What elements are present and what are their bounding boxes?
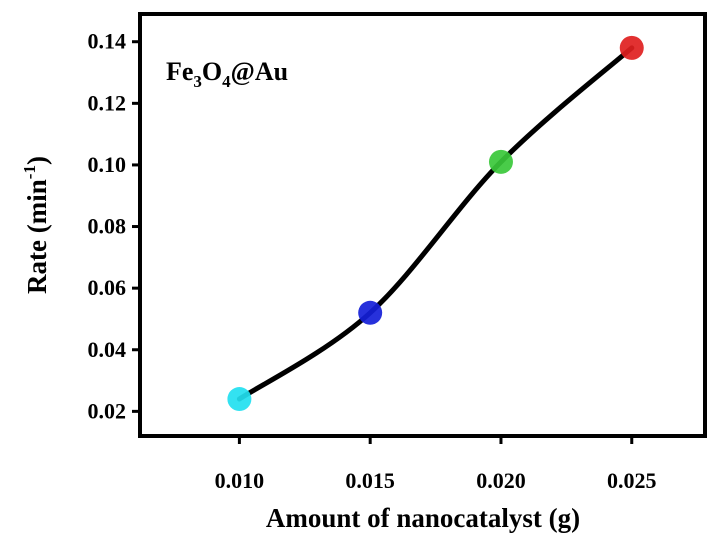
y-axis-ticks: 0.02 0.04 0.06 0.08 0.10 0.12 0.14 [88, 29, 140, 423]
y-tick-label: 0.08 [88, 214, 127, 239]
y-axis-title-close: ) [22, 156, 52, 165]
y-axis-title-sup: -1 [20, 165, 39, 179]
data-point [358, 300, 383, 325]
sample-label-tail: @Au [231, 57, 288, 86]
y-axis-title: Rate (min-1) [20, 156, 52, 294]
x-tick-label: 0.015 [345, 468, 395, 493]
sample-label-mid: O [202, 57, 222, 86]
y-tick-label: 0.06 [88, 275, 127, 300]
sample-label-base: Fe [166, 57, 193, 86]
y-tick-label: 0.04 [88, 337, 127, 362]
data-points [227, 35, 644, 412]
y-axis-title-text: Rate (min [22, 179, 52, 294]
y-tick-label: 0.10 [88, 152, 127, 177]
x-tick-label: 0.025 [607, 468, 657, 493]
y-tick-label: 0.12 [88, 90, 127, 115]
sample-label-sub2: 4 [222, 72, 231, 91]
x-tick-label: 0.020 [476, 468, 526, 493]
plot-frame [138, 12, 707, 438]
x-axis-ticks: 0.010 0.015 0.020 0.025 [215, 436, 657, 493]
data-point [619, 35, 644, 60]
sample-label-sub1: 3 [193, 72, 202, 91]
sample-label: Fe3O4@Au [166, 57, 288, 91]
fit-curve [236, 45, 635, 402]
x-axis-title: Amount of nanocatalyst (g) [266, 503, 580, 533]
data-point [488, 149, 513, 174]
data-point [227, 387, 252, 412]
y-tick-label: 0.02 [88, 398, 127, 423]
x-tick-label: 0.010 [215, 468, 265, 493]
y-tick-label: 0.14 [88, 29, 127, 54]
